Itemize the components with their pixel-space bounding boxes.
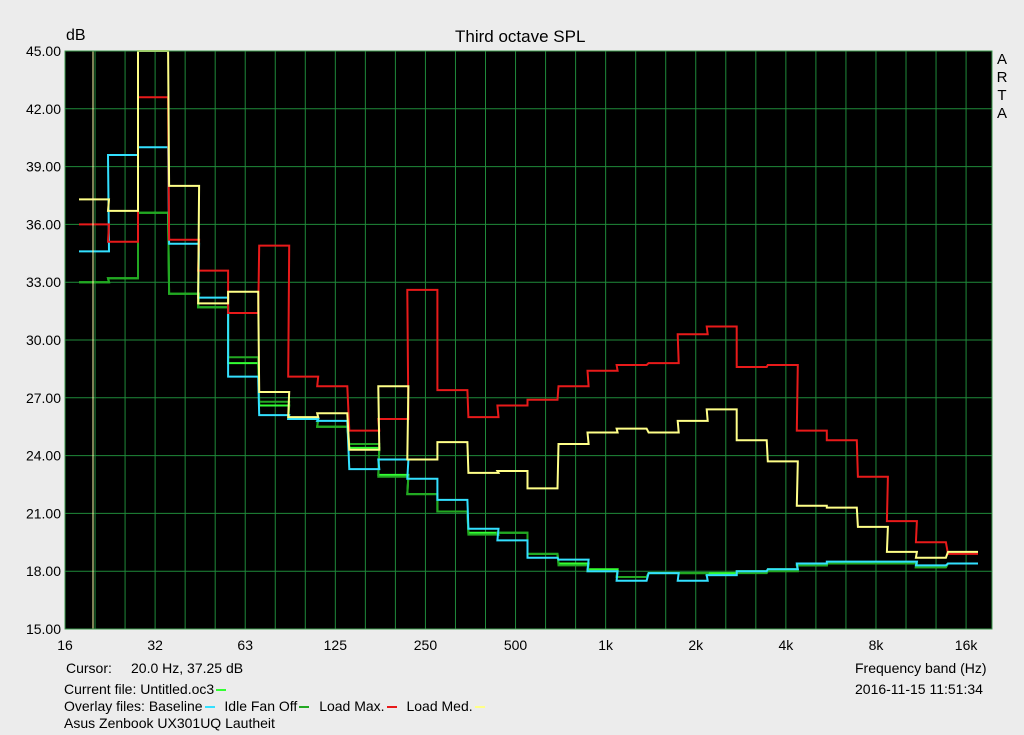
x-tick-label: 500 bbox=[504, 637, 528, 653]
overlay-idle-fan-off: Idle Fan Off bbox=[224, 698, 298, 714]
arta-letter: T bbox=[997, 87, 1007, 104]
overlay-files-label: Overlay files: bbox=[64, 698, 145, 714]
x-tick-label: 125 bbox=[324, 637, 348, 653]
x-tick-label: 8k bbox=[869, 637, 885, 653]
x-tick-labels: 16 32 63 125 250 500 1k 2k 4k 8k 16k bbox=[57, 637, 978, 653]
x-tick-label: 63 bbox=[237, 637, 253, 653]
plot-frame bbox=[64, 50, 993, 630]
x-tick-label: 16 bbox=[57, 637, 73, 653]
y-tick-label: 45.00 bbox=[26, 43, 61, 59]
cursor-label: Cursor: bbox=[66, 660, 112, 676]
y-tick-label: 15.00 bbox=[26, 621, 61, 637]
chart-title: Third octave SPL bbox=[455, 27, 586, 46]
overlay-files: Overlay files: Baseline Idle Fan Off Loa… bbox=[64, 698, 491, 714]
x-tick-label: 32 bbox=[147, 637, 163, 653]
timestamp: 2016-11-15 11:51:34 bbox=[855, 681, 983, 697]
y-tick-labels: 15.00 18.00 21.00 24.00 27.00 30.00 33.00 36.00… bbox=[26, 43, 61, 637]
x-axis-label: Frequency band (Hz) bbox=[855, 660, 987, 676]
y-tick-label: 36.00 bbox=[26, 216, 61, 232]
y-tick-label: 24.00 bbox=[26, 448, 61, 464]
cursor-readout: 20.0 Hz, 37.25 dB bbox=[131, 660, 244, 676]
y-tick-label: 27.00 bbox=[26, 390, 61, 406]
x-tick-label: 1k bbox=[598, 637, 614, 653]
arta-letter: A bbox=[996, 105, 1007, 122]
overlay-baseline: Baseline bbox=[148, 698, 203, 714]
load-med-swatch bbox=[474, 706, 485, 709]
baseline-swatch bbox=[204, 706, 215, 709]
series-line bbox=[79, 96, 978, 555]
overlay-load-max: Load Max. bbox=[319, 698, 385, 714]
overlay-load-med: Load Med. bbox=[406, 698, 473, 714]
arta-letter: R bbox=[996, 69, 1008, 86]
y-tick-label: 42.00 bbox=[26, 101, 61, 117]
arta-letter: A bbox=[996, 51, 1007, 68]
y-axis-label: dB bbox=[66, 27, 86, 44]
series-line bbox=[79, 146, 978, 582]
y-tick-label: 18.00 bbox=[26, 563, 61, 579]
y-tick-label: 21.00 bbox=[26, 505, 61, 521]
load-max-swatch bbox=[386, 706, 397, 709]
x-tick-label: 2k bbox=[688, 637, 704, 653]
caption: Asus Zenbook UX301UQ Lautheit bbox=[64, 715, 275, 731]
y-tick-label: 39.00 bbox=[26, 159, 61, 175]
current-file-swatch bbox=[216, 689, 227, 692]
x-tick-label: 16k bbox=[955, 637, 979, 653]
y-tick-label: 33.00 bbox=[26, 274, 61, 290]
series-group bbox=[79, 50, 978, 582]
x-tick-label: 4k bbox=[778, 637, 794, 653]
arta-logo: A R T A bbox=[994, 51, 1010, 123]
idle-fan-off-swatch bbox=[299, 706, 310, 709]
series-line bbox=[79, 50, 978, 559]
x-tick-label: 250 bbox=[414, 637, 438, 653]
current-file: Current file: Untitled.oc3 bbox=[64, 681, 232, 697]
current-file-label: Current file: Untitled.oc3 bbox=[64, 681, 215, 697]
y-tick-label: 30.00 bbox=[26, 332, 61, 348]
